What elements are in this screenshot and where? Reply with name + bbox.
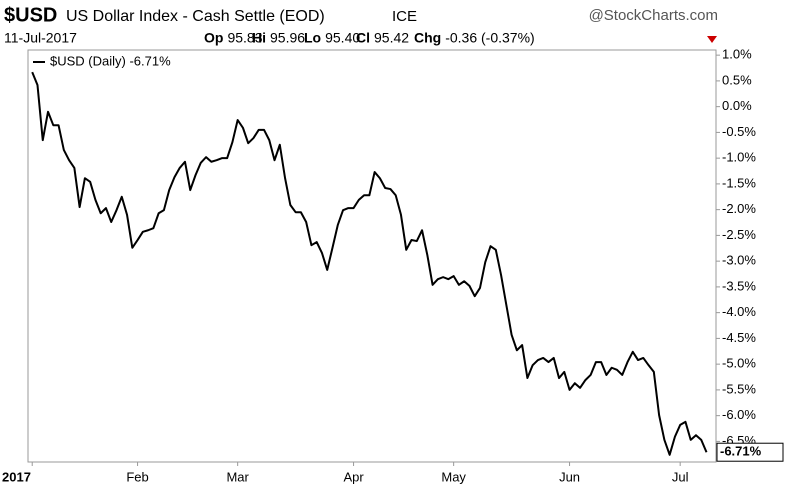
y-tick-label: -5.0% bbox=[722, 356, 756, 371]
x-tick-label: May bbox=[441, 469, 466, 484]
y-tick-label: -5.5% bbox=[722, 381, 756, 396]
y-tick-label: -2.0% bbox=[722, 201, 756, 216]
x-tick-label: Jul bbox=[672, 469, 689, 484]
index-name: US Dollar Index - Cash Settle (EOD) bbox=[66, 8, 325, 25]
y-tick-label: 0.0% bbox=[722, 98, 752, 113]
end-label: -6.71% bbox=[720, 444, 762, 459]
y-tick-label: 0.5% bbox=[722, 72, 752, 87]
y-tick-label: -0.5% bbox=[722, 124, 756, 139]
date: 11-Jul-2017 bbox=[4, 30, 77, 46]
source: @StockCharts.com bbox=[589, 7, 718, 24]
x-tick-label: Mar bbox=[226, 469, 249, 484]
y-tick-label: -3.0% bbox=[722, 253, 756, 268]
x-tick-label: 2017 bbox=[2, 469, 31, 484]
x-tick-label: Apr bbox=[343, 469, 364, 484]
y-tick-label: -4.0% bbox=[722, 304, 756, 319]
quote-label: Cl bbox=[356, 30, 370, 46]
y-tick-label: -6.0% bbox=[722, 407, 756, 422]
quote-value: 95.83 bbox=[227, 30, 262, 46]
x-tick-label: Jun bbox=[559, 469, 580, 484]
quote-label: Hi bbox=[252, 30, 266, 46]
quote-value: 95.96 bbox=[270, 30, 305, 46]
quote-label: Op bbox=[204, 30, 223, 46]
quote-value: -0.36 (-0.37%) bbox=[445, 30, 534, 46]
quote-value: 95.40 bbox=[325, 30, 360, 46]
exchange: ICE bbox=[392, 8, 417, 25]
line bbox=[31, 71, 708, 456]
symbol: $USD bbox=[4, 4, 57, 26]
quote-value: 95.42 bbox=[374, 30, 409, 46]
y-tick-label: -3.5% bbox=[722, 278, 756, 293]
quote-label: Chg bbox=[414, 30, 441, 46]
y-tick-label: -1.0% bbox=[722, 150, 756, 165]
x-tick-label: Feb bbox=[126, 469, 148, 484]
end-label-box bbox=[716, 442, 784, 462]
quote-label: Lo bbox=[304, 30, 321, 46]
y-tick-label: -2.5% bbox=[722, 227, 756, 242]
y-tick-label: -1.5% bbox=[722, 175, 756, 190]
legend-label: $USD (Daily) -6.71% bbox=[50, 53, 171, 68]
y-tick-label: 1.0% bbox=[722, 47, 752, 62]
y-tick-label: -4.5% bbox=[722, 330, 756, 345]
plot-frame bbox=[27, 49, 717, 463]
down-arrow bbox=[707, 36, 717, 43]
